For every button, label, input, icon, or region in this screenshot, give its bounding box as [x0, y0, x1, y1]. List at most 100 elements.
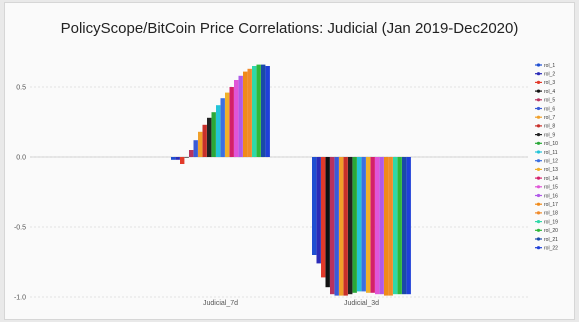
legend-marker-rol_19 — [536, 220, 541, 224]
y-tick-label: 0.0 — [16, 155, 26, 162]
bar-Judicial_3d-rol_4 — [325, 157, 330, 288]
bars — [171, 64, 411, 296]
bar-Judicial_3d-rol_1 — [312, 157, 317, 255]
legend-label-rol_9: rol_9 — [544, 132, 555, 138]
legend-marker-rol_13 — [536, 167, 541, 171]
legend-marker-rol_15 — [536, 185, 541, 189]
legend-label-rol_21: rol_21 — [544, 237, 558, 243]
bar-Judicial_7d-rol_7 — [198, 131, 203, 157]
legend-label-rol_17: rol_17 — [544, 202, 558, 208]
legend: rol_1 rol_2 rol_3 rol_4 rol_5 rol_6 rol_7 rol_8… — [535, 63, 558, 252]
legend-marker-rol_20 — [536, 228, 541, 232]
legend-label-rol_22: rol_22 — [544, 246, 558, 252]
bar-Judicial_3d-rol_11 — [357, 157, 362, 292]
bar-Judicial_7d-rol_21 — [261, 64, 266, 157]
bar-Judicial_7d-rol_3 — [180, 157, 185, 164]
legend-marker-rol_3 — [536, 80, 541, 84]
bar-Judicial_7d-rol_14 — [229, 87, 234, 157]
bar-Judicial_7d-rol_16 — [238, 75, 243, 157]
legend-label-rol_8: rol_8 — [544, 124, 555, 130]
bar-Judicial_7d-rol_13 — [225, 92, 230, 157]
chart-frame — [4, 2, 575, 320]
bar-Judicial_7d-rol_20 — [256, 64, 261, 157]
chart-title: PolicyScope/BitCoin Price Correlations: … — [60, 20, 519, 37]
bar-Judicial_7d-rol_17 — [243, 71, 248, 157]
bar-Judicial_7d-rol_9 — [207, 117, 212, 157]
y-tick-label: -0.5 — [14, 225, 26, 232]
legend-marker-rol_7 — [536, 115, 541, 119]
legend-marker-rol_10 — [536, 141, 541, 145]
legend-marker-rol_11 — [536, 150, 541, 154]
bar-Judicial_3d-rol_5 — [330, 157, 335, 295]
bar-Judicial_3d-rol_22 — [406, 157, 411, 295]
legend-label-rol_15: rol_15 — [544, 185, 558, 191]
legend-marker-rol_17 — [536, 202, 541, 206]
legend-label-rol_10: rol_10 — [544, 141, 558, 147]
grid-lines — [30, 86, 528, 298]
legend-marker-rol_18 — [536, 211, 541, 215]
bar-Judicial_3d-rol_19 — [393, 157, 398, 295]
bar-Judicial_3d-rol_16 — [379, 157, 384, 295]
legend-label-rol_1: rol_1 — [544, 63, 555, 69]
bar-Judicial_3d-rol_7 — [339, 157, 344, 296]
legend-marker-rol_5 — [536, 98, 541, 102]
bar-Judicial_7d-rol_11 — [216, 105, 221, 157]
bar-Judicial_7d-rol_18 — [247, 68, 252, 157]
bar-Judicial_3d-rol_10 — [352, 157, 357, 293]
bar-Judicial_3d-rol_17 — [384, 157, 389, 296]
legend-marker-rol_2 — [536, 72, 541, 76]
legend-marker-rol_14 — [536, 176, 541, 180]
legend-label-rol_11: rol_11 — [544, 150, 558, 156]
legend-label-rol_20: rol_20 — [544, 228, 558, 234]
bar-Judicial_3d-rol_12 — [361, 157, 366, 292]
bar-Judicial_7d-rol_12 — [220, 98, 225, 157]
legend-marker-rol_1 — [536, 63, 541, 67]
bar-Judicial_3d-rol_15 — [375, 157, 380, 295]
bar-Judicial_7d-rol_19 — [252, 66, 257, 157]
legend-marker-rol_8 — [536, 124, 541, 128]
legend-marker-rol_9 — [536, 133, 541, 137]
bar-Judicial_7d-rol_10 — [211, 112, 216, 157]
bar-Judicial_7d-rol_2 — [175, 157, 180, 160]
bar-Judicial_7d-rol_22 — [265, 66, 270, 157]
bar-Judicial_3d-rol_3 — [321, 157, 326, 278]
legend-label-rol_4: rol_4 — [544, 89, 555, 95]
x-tick-label: Judicial_3d — [344, 300, 379, 307]
bar-Judicial_3d-rol_13 — [366, 157, 371, 293]
legend-label-rol_14: rol_14 — [544, 176, 558, 182]
x-axis-ticks: Judicial_7d Judicial_3d — [203, 300, 379, 307]
bar-Judicial_3d-rol_8 — [343, 157, 348, 296]
legend-label-rol_12: rol_12 — [544, 159, 558, 165]
bar-Judicial_3d-rol_18 — [388, 157, 393, 296]
x-tick-label: Judicial_7d — [203, 300, 238, 307]
y-axis-ticks: 0.5 0.0 -0.5 -1.0 — [14, 85, 26, 302]
bar-Judicial_7d-rol_8 — [202, 124, 207, 157]
legend-label-rol_13: rol_13 — [544, 167, 558, 173]
legend-label-rol_18: rol_18 — [544, 211, 558, 217]
bar-Judicial_3d-rol_2 — [316, 157, 321, 264]
bar-Judicial_3d-rol_6 — [334, 157, 339, 296]
bar-Judicial_3d-rol_9 — [348, 157, 353, 295]
y-tick-label: -1.0 — [14, 295, 26, 302]
legend-label-rol_16: rol_16 — [544, 193, 558, 199]
legend-label-rol_2: rol_2 — [544, 72, 555, 78]
legend-marker-rol_16 — [536, 193, 541, 198]
bar-Judicial_7d-rol_15 — [234, 80, 239, 157]
bar-Judicial_7d-rol_6 — [193, 140, 198, 157]
legend-label-rol_5: rol_5 — [544, 98, 555, 104]
legend-label-rol_6: rol_6 — [544, 106, 555, 112]
legend-marker-rol_22 — [536, 246, 541, 250]
bar-Judicial_7d-rol_4 — [184, 157, 189, 158]
legend-label-rol_19: rol_19 — [544, 219, 558, 225]
legend-label-rol_3: rol_3 — [544, 80, 555, 86]
bar-Judicial_3d-rol_20 — [397, 157, 402, 295]
bar-Judicial_3d-rol_14 — [370, 157, 375, 293]
legend-marker-rol_12 — [536, 159, 541, 163]
legend-marker-rol_4 — [536, 89, 541, 93]
legend-marker-rol_21 — [536, 237, 541, 241]
bar-Judicial_7d-rol_1 — [171, 157, 176, 160]
legend-label-rol_7: rol_7 — [544, 115, 555, 121]
y-tick-label: 0.5 — [16, 85, 26, 92]
legend-marker-rol_6 — [536, 106, 541, 111]
